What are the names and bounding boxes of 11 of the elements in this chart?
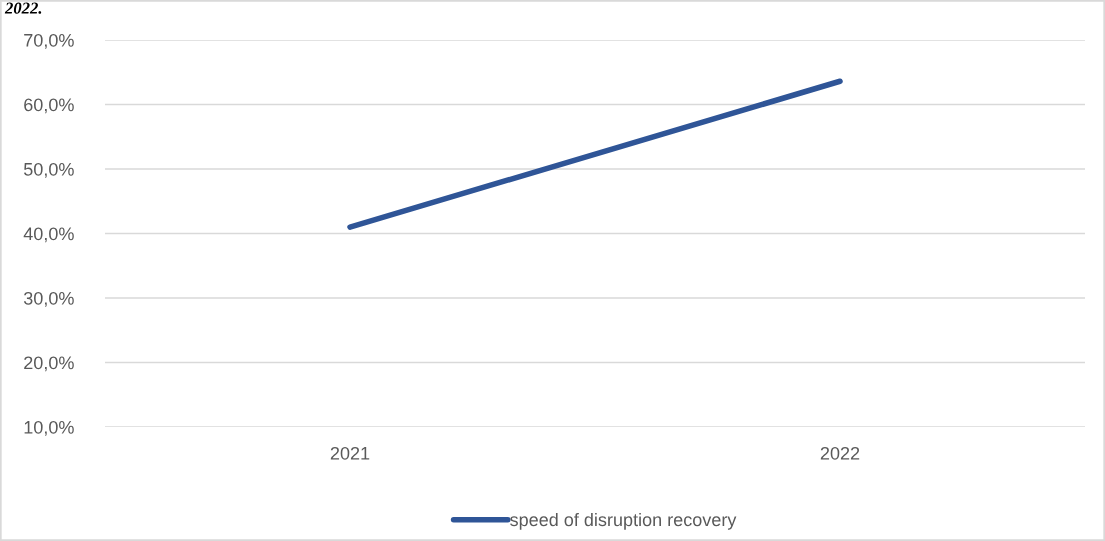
- y-tick-label: 10,0%: [24, 420, 74, 436]
- x-tick-label: 2022: [820, 446, 860, 460]
- y-tick-label: 30,0%: [23, 291, 74, 307]
- text: 2022.: [4, 2, 42, 14]
- legend-label: speed of disruption recovery: [510, 512, 737, 530]
- x-tick-label: 2021: [330, 446, 370, 460]
- y-tick-label: 60,0%: [24, 98, 74, 114]
- y-tick-label: 50,0%: [23, 162, 74, 178]
- y-tick-label: 20,0%: [24, 356, 74, 372]
- y-tick-label: 40,0%: [23, 227, 74, 243]
- y-tick-label: 70,0%: [24, 33, 74, 49]
